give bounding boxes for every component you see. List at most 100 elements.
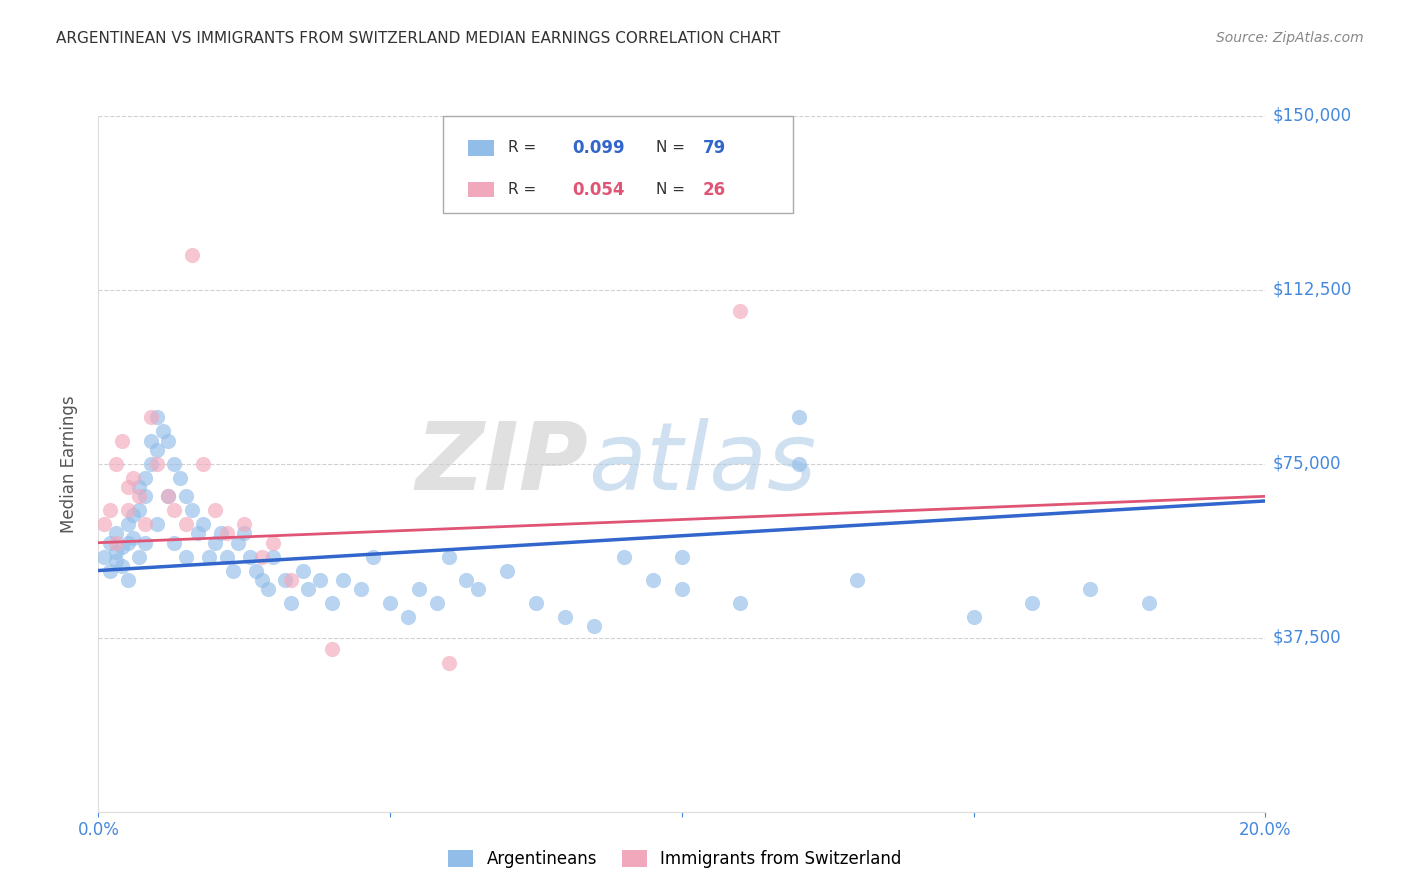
Point — [117, 480, 139, 494]
Point — [122, 471, 145, 485]
Point — [204, 503, 226, 517]
Point — [321, 642, 343, 657]
Point — [98, 503, 121, 517]
Point — [256, 582, 278, 596]
Point — [134, 517, 156, 532]
Point — [146, 517, 169, 532]
Text: ARGENTINEAN VS IMMIGRANTS FROM SWITZERLAND MEDIAN EARNINGS CORRELATION CHART: ARGENTINEAN VS IMMIGRANTS FROM SWITZERLA… — [56, 31, 780, 46]
Point — [111, 558, 134, 573]
Point — [139, 434, 162, 448]
Point — [104, 545, 127, 559]
Point — [274, 573, 297, 587]
Point — [122, 531, 145, 545]
Text: R =: R = — [508, 182, 536, 197]
Point — [98, 564, 121, 578]
Y-axis label: Median Earnings: Median Earnings — [59, 395, 77, 533]
Text: 26: 26 — [703, 181, 725, 199]
Point — [787, 457, 810, 471]
Point — [157, 489, 180, 503]
Point — [209, 526, 232, 541]
Point — [250, 549, 273, 564]
Point — [117, 503, 139, 517]
Point — [134, 489, 156, 503]
Point — [250, 573, 273, 587]
Point — [187, 526, 209, 541]
Point — [174, 489, 197, 503]
Text: 0.054: 0.054 — [572, 181, 624, 199]
Point — [787, 410, 810, 425]
Point — [128, 480, 150, 494]
Point — [321, 596, 343, 610]
Point — [128, 489, 150, 503]
Point — [728, 596, 751, 610]
Point — [437, 549, 460, 564]
Point — [134, 471, 156, 485]
Point — [98, 535, 121, 549]
Point — [163, 503, 186, 517]
Point — [193, 457, 215, 471]
Point — [117, 573, 139, 587]
Point — [454, 573, 477, 587]
Point — [233, 517, 256, 532]
Text: 0.099: 0.099 — [572, 139, 624, 157]
Point — [111, 541, 134, 555]
Point — [262, 535, 284, 549]
Text: $112,500: $112,500 — [1272, 281, 1351, 299]
Point — [291, 564, 314, 578]
Point — [262, 549, 284, 564]
Point — [193, 517, 215, 532]
FancyBboxPatch shape — [468, 140, 494, 155]
Point — [204, 535, 226, 549]
Point — [128, 503, 150, 517]
Text: $37,500: $37,500 — [1272, 629, 1341, 647]
Point — [297, 582, 319, 596]
Point — [361, 549, 384, 564]
Point — [104, 554, 127, 568]
Text: 79: 79 — [703, 139, 725, 157]
Text: N =: N = — [657, 140, 685, 155]
Point — [437, 657, 460, 671]
Point — [280, 596, 302, 610]
Legend: Argentineans, Immigrants from Switzerland: Argentineans, Immigrants from Switzerlan… — [441, 843, 908, 875]
Point — [198, 549, 221, 564]
Point — [280, 573, 302, 587]
Point — [641, 573, 664, 587]
Point — [215, 526, 238, 541]
Point — [104, 535, 127, 549]
Point — [139, 457, 162, 471]
FancyBboxPatch shape — [468, 182, 494, 197]
Point — [583, 619, 606, 633]
Point — [962, 610, 984, 624]
Point — [524, 596, 547, 610]
Point — [1021, 596, 1043, 610]
Point — [350, 582, 373, 596]
Point — [671, 549, 693, 564]
Point — [157, 434, 180, 448]
FancyBboxPatch shape — [443, 116, 793, 213]
Point — [93, 549, 115, 564]
Point — [174, 517, 197, 532]
Point — [215, 549, 238, 564]
Point — [245, 564, 267, 578]
Point — [1080, 582, 1102, 596]
Point — [122, 508, 145, 522]
Point — [378, 596, 402, 610]
Point — [239, 549, 262, 564]
Point — [104, 457, 127, 471]
Point — [554, 610, 576, 624]
Point — [157, 489, 180, 503]
Text: atlas: atlas — [589, 418, 817, 509]
Point — [146, 457, 169, 471]
Point — [495, 564, 517, 578]
Point — [163, 457, 186, 471]
Point — [93, 517, 115, 532]
Point — [128, 549, 150, 564]
Point — [134, 535, 156, 549]
Point — [309, 573, 332, 587]
Point — [146, 410, 169, 425]
Point — [104, 526, 127, 541]
Point — [332, 573, 354, 587]
Point — [396, 610, 419, 624]
Point — [117, 535, 139, 549]
Point — [1137, 596, 1160, 610]
